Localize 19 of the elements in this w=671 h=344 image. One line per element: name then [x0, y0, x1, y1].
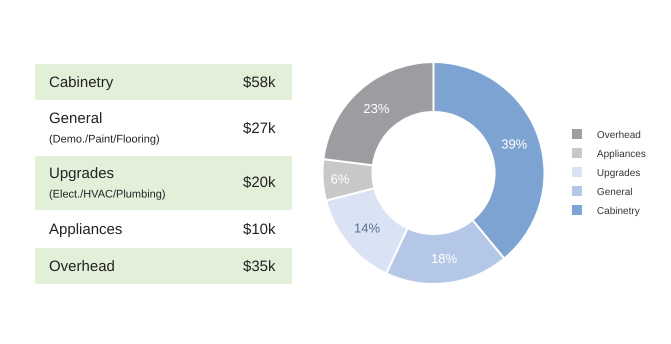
- category-label: Overhead: [49, 258, 115, 275]
- legend-label: Overhead: [596, 130, 641, 141]
- data-label: 14%: [354, 220, 380, 236]
- legend-label: Cabinetry: [596, 206, 640, 217]
- category-label: Appliances: [49, 221, 122, 238]
- category-label: Cabinetry: [49, 74, 114, 91]
- legend-label: Upgrades: [596, 168, 640, 179]
- text: $35k: [243, 258, 276, 275]
- text: $10k: [243, 221, 276, 238]
- data-label: 23%: [363, 100, 390, 116]
- data-label: 39%: [501, 136, 528, 152]
- legend-label: General: [596, 186, 633, 198]
- text: $58k: [243, 74, 276, 91]
- data-label: 18%: [431, 250, 458, 266]
- category-label: General (Demo./Paint/Flooring): [49, 110, 160, 146]
- text: $20k: [243, 174, 276, 191]
- legend-label: Appliances: [596, 148, 646, 160]
- text: $27k: [243, 120, 276, 137]
- category-label: Upgrades (Elect./HVAC/Plumbing): [49, 165, 166, 200]
